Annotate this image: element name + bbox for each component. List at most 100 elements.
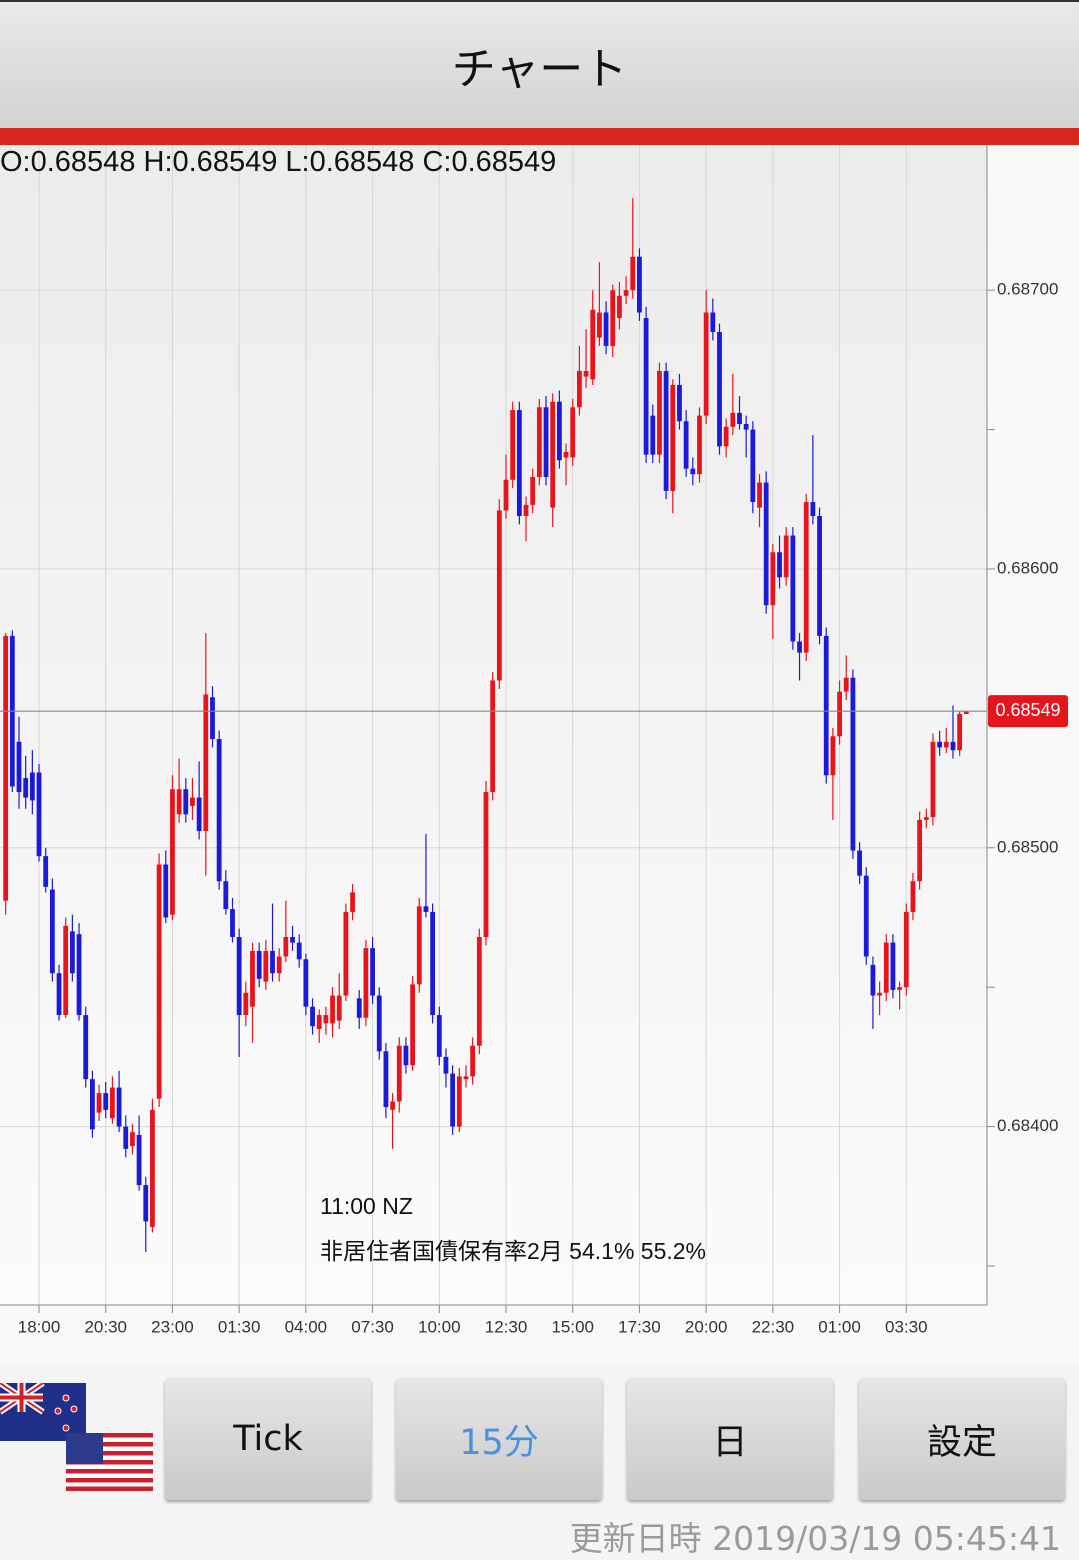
settings-button[interactable]: 設定 — [859, 1378, 1065, 1500]
candle-body — [923, 817, 929, 820]
candle-body — [743, 424, 749, 430]
update-time: 更新日時 2019/03/19 05:45:41 — [569, 1519, 1061, 1558]
candle-body — [103, 1093, 109, 1110]
x-tick-label: 17:30 — [618, 1317, 661, 1336]
candle-body — [843, 677, 849, 692]
candle-body — [556, 401, 562, 461]
candle-body — [610, 290, 616, 346]
header-title: チャート — [451, 44, 628, 95]
candle-body — [617, 295, 622, 319]
x-tick-label: 20:30 — [84, 1317, 127, 1336]
candle-body — [89, 1079, 95, 1130]
candle-body — [423, 906, 429, 912]
candle-body — [403, 1045, 409, 1066]
candle-body — [870, 964, 876, 996]
last-price-box — [988, 695, 1068, 728]
candle-body — [130, 1132, 135, 1147]
candle-body — [416, 906, 422, 985]
candle-body — [450, 1073, 456, 1127]
day-button[interactable]: 日 — [627, 1378, 833, 1500]
candle-body — [597, 312, 602, 338]
candle-body — [490, 680, 496, 793]
candle-body — [483, 792, 489, 937]
candle-body — [370, 948, 375, 996]
candle-body — [190, 797, 195, 806]
candle-body — [703, 312, 709, 416]
x-tick-label: 20:00 — [685, 1317, 728, 1336]
candle-body — [36, 772, 42, 857]
candle-body — [637, 256, 642, 313]
x-tick-label: 01:00 — [818, 1317, 861, 1336]
candle-body — [670, 384, 676, 491]
candle-body — [643, 318, 649, 455]
candle-body — [263, 950, 269, 982]
candle-body — [410, 984, 416, 1066]
y-tick-label: 0.68600 — [997, 558, 1058, 577]
candle-body — [183, 789, 189, 815]
x-tick-label: 07:30 — [351, 1317, 394, 1336]
axis-background — [987, 145, 1079, 1365]
candle-body — [883, 942, 889, 993]
x-tick-label: 03:30 — [885, 1317, 928, 1336]
candle-body — [717, 332, 722, 447]
candle-body — [323, 1015, 329, 1024]
candle-body — [49, 889, 55, 974]
candle-body — [763, 482, 769, 606]
candlestick-chart: 0.68700 0.68600 0.68500 0.68400 18:00 20:30 23… — [0, 145, 1079, 1365]
candle-body — [23, 778, 29, 798]
candle-body — [303, 959, 309, 1007]
accent-bar — [0, 128, 1079, 145]
candle-body — [710, 312, 716, 333]
x-tick-label: 01:30 — [218, 1317, 261, 1336]
candle-body — [943, 741, 949, 748]
candle-body — [43, 856, 49, 887]
candle-body — [390, 1101, 395, 1110]
tick-button[interactable]: Tick — [165, 1378, 371, 1500]
candle-body — [330, 995, 335, 1024]
candle-body — [396, 1045, 402, 1102]
app-header: チャート — [0, 0, 1079, 128]
candle-body — [476, 936, 482, 1046]
overlay: 0.68700 0.68600 0.68500 0.68400 18:00 20:30 23… — [0, 280, 1068, 1336]
candle-body — [937, 741, 943, 748]
candle-body — [69, 931, 75, 974]
candle-body — [863, 875, 869, 957]
candle-body — [550, 401, 556, 508]
candle-body — [110, 1087, 115, 1119]
last-price-label: 0.68549 — [995, 700, 1060, 720]
x-tick-label: 12:30 — [485, 1317, 528, 1336]
candle-body — [363, 948, 369, 1018]
x-tick-label: 23:00 — [151, 1317, 194, 1336]
candle-body — [356, 998, 362, 1018]
candle-body — [216, 739, 222, 882]
candle-body — [583, 371, 589, 377]
candle-body — [116, 1087, 122, 1127]
candle-body — [96, 1093, 102, 1113]
nz-flag — [0, 1383, 86, 1441]
15min-button[interactable]: 15分 — [396, 1378, 602, 1500]
candle-body — [957, 713, 963, 751]
candle-body — [383, 1051, 389, 1108]
candle-body — [570, 407, 576, 458]
candle-body — [910, 881, 916, 912]
currency-flags — [0, 1383, 153, 1491]
candle-body — [210, 697, 215, 740]
candle-body — [376, 995, 382, 1052]
candle-body — [203, 694, 209, 832]
candle-body — [630, 256, 636, 291]
candle-body — [750, 429, 756, 503]
candle-body — [683, 421, 689, 469]
candle-body — [677, 384, 682, 422]
candle-body — [29, 772, 35, 801]
candle-body — [737, 412, 742, 425]
candle-body — [563, 451, 569, 458]
candle-body — [817, 516, 822, 636]
candle-body — [63, 925, 69, 1016]
candle-body — [296, 942, 302, 960]
candle-body — [523, 504, 529, 517]
candle-body — [430, 911, 436, 1016]
candle-body — [316, 1015, 322, 1029]
candle-body — [56, 973, 62, 1016]
candle-body — [230, 909, 235, 937]
candle-body — [163, 864, 169, 918]
